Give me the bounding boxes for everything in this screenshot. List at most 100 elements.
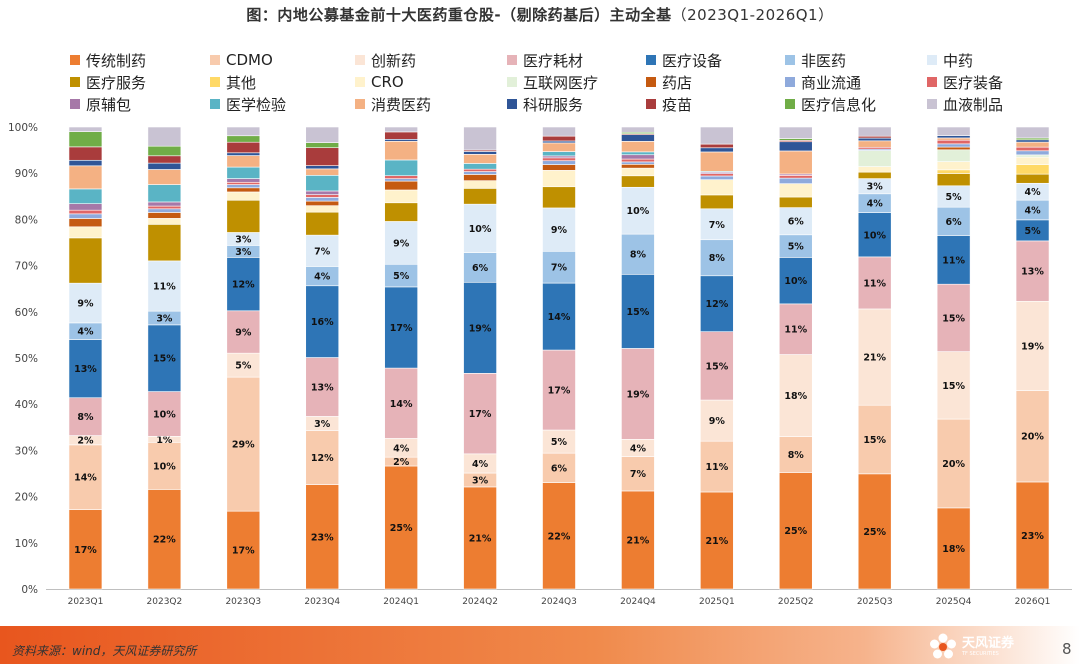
bar-segment — [936, 146, 971, 151]
bar-segment — [621, 134, 655, 142]
data-label: 11% — [784, 325, 807, 336]
bar-segment — [226, 166, 261, 179]
data-label: 8% — [630, 250, 647, 261]
data-label: 6% — [551, 463, 568, 474]
bar-segment — [621, 161, 655, 165]
bar-segment — [1015, 300, 1050, 391]
bar-segment — [147, 126, 182, 147]
bar-segment — [700, 194, 734, 210]
data-label: 15% — [627, 307, 650, 318]
bar-segment — [1015, 164, 1050, 175]
legend-swatch — [927, 55, 937, 65]
bar-segment — [147, 145, 182, 157]
bar-segment — [147, 218, 182, 225]
legend-swatch — [785, 55, 795, 65]
legend-swatch — [210, 99, 220, 109]
data-label: 3% — [314, 419, 331, 430]
data-label: 10% — [784, 276, 807, 287]
bar-segment — [542, 157, 576, 162]
data-label: 3% — [867, 182, 884, 193]
data-label: 21% — [863, 353, 886, 364]
data-label: 11% — [705, 462, 728, 473]
bar-segment — [778, 472, 813, 590]
data-label: 16% — [311, 317, 334, 328]
bar-segment — [778, 207, 813, 236]
bar-segment — [857, 137, 892, 142]
x-tick-label: 2025Q3 — [857, 597, 893, 607]
data-label: 19% — [1021, 341, 1044, 352]
bar-segment — [1015, 150, 1050, 156]
y-tick-label: 40% — [15, 399, 38, 411]
legend-label: 非医药 — [801, 51, 847, 70]
brand-logo: 天风证券 TF SECURITIES — [928, 632, 1014, 662]
legend-label: 医疗耗材 — [523, 51, 584, 70]
data-label: 21% — [627, 535, 650, 546]
y-tick-label: 100% — [8, 122, 38, 134]
bar-segment — [68, 165, 103, 190]
bar-segment — [305, 190, 340, 195]
stacked-bar-chart: 0% 10% 20% 30% 40% 50% 60% 70% 80% 90% 100% 17% 14% 2… — [8, 122, 1072, 607]
data-label: 9% — [77, 299, 94, 310]
x-tick-label: 2025Q4 — [936, 597, 972, 607]
bar-segment — [621, 141, 655, 153]
bar-segment — [542, 164, 576, 171]
legend-swatch — [927, 77, 937, 87]
bar-segment — [857, 150, 892, 167]
bar-segment — [542, 482, 576, 590]
legend-swatch — [355, 55, 365, 65]
logo-subtext: TF SECURITIES — [962, 651, 999, 657]
y-tick-label: 80% — [15, 214, 38, 226]
bar-segment — [1015, 139, 1050, 143]
data-label: 15% — [942, 381, 965, 392]
bar-segment — [147, 324, 182, 392]
bar-segment — [857, 171, 892, 179]
bar-segment — [226, 187, 261, 193]
bar-segment — [542, 186, 576, 209]
data-label: 25% — [863, 527, 886, 538]
bar-segment — [1015, 481, 1050, 590]
y-tick-label: 50% — [15, 353, 38, 365]
footer-bar: 资料来源：wind，天风证券研究所 天风证券 TF SECURITIES 8 — [0, 626, 1080, 664]
bar-segment — [936, 161, 971, 171]
bar-segment — [778, 175, 813, 179]
legend-swatch — [646, 55, 656, 65]
legend-swatch — [70, 77, 80, 87]
data-label: 4% — [1024, 187, 1041, 198]
data-label: 10% — [469, 224, 492, 235]
bar-segment — [936, 507, 971, 590]
bar-segment — [305, 197, 340, 202]
data-label: 3% — [235, 234, 252, 245]
data-label: 4% — [1024, 206, 1041, 217]
legend-item: 商业流通 — [785, 72, 861, 92]
legend-label: 医疗设备 — [662, 51, 723, 70]
data-label: 4% — [314, 272, 331, 283]
bar-segment — [305, 194, 340, 198]
legend-label: 医疗服务 — [86, 73, 147, 92]
data-label: 4% — [867, 199, 884, 210]
data-label: 21% — [705, 536, 728, 547]
bar-segment — [305, 211, 340, 236]
data-label: 14% — [74, 473, 97, 484]
bar-segment — [147, 224, 182, 262]
chart-title: 图：内地公募基金前十大医药重仓股-（剔除药基后）主动全基（2023Q1-2026… — [0, 4, 1080, 25]
bar-segment — [226, 191, 261, 201]
bar-segment — [700, 399, 734, 442]
bar-segment — [147, 489, 182, 590]
bar-segment — [936, 139, 971, 145]
x-tick-label: 2024Q3 — [541, 597, 577, 607]
legend-swatch — [210, 77, 220, 87]
bar-segment — [778, 126, 813, 139]
bar-segment — [857, 256, 892, 310]
bar-segment — [384, 221, 418, 265]
legend-item: 医疗信息化 — [785, 94, 876, 114]
bar-segment — [463, 252, 497, 283]
legend-label: 医疗装备 — [943, 73, 1004, 92]
bar-segment — [147, 184, 182, 203]
bar-segment — [621, 274, 655, 349]
bar-segment — [305, 175, 340, 192]
bar-segment — [463, 174, 497, 181]
data-label: 15% — [863, 435, 886, 446]
bar-segment — [147, 162, 182, 170]
data-label: 22% — [548, 531, 571, 542]
data-label: 17% — [74, 545, 97, 556]
